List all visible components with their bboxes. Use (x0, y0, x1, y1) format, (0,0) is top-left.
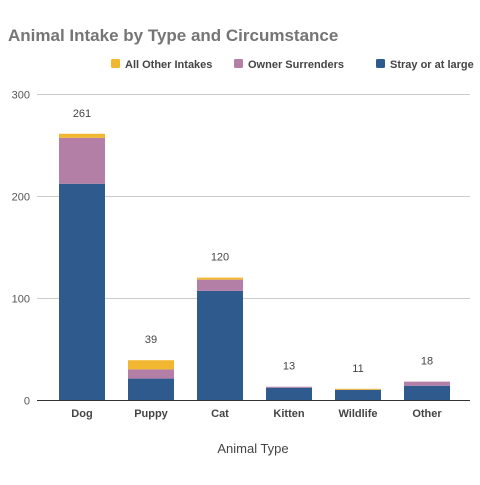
bar-segment-kitten-owner-surrenders (266, 386, 312, 388)
legend-label-all-other-intakes: All Other Intakes (125, 59, 212, 71)
bar-segment-cat-stray-or-at-large (197, 290, 243, 400)
bar-segment-puppy-stray-or-at-large (128, 378, 174, 400)
bar-segment-wildlife-all-other-intakes (335, 388, 381, 390)
bar-segment-kitten-stray-or-at-large (266, 387, 312, 400)
legend-swatch-stray-or-at-large (376, 59, 385, 68)
bars (59, 133, 450, 400)
legend: All Other Intakes Owner Surrenders Stray o… (111, 59, 474, 71)
chart-title: Animal Intake by Type and Circumstance (8, 26, 338, 45)
x-axis-ticks: Dog Puppy Cat Kitten Wildlife Other (71, 408, 442, 420)
legend-label-owner-surrenders: Owner Surrenders (248, 59, 344, 71)
bar-segment-other-owner-surrenders (404, 381, 450, 386)
bar-segment-puppy-all-other-intakes (128, 360, 174, 370)
legend-label-stray-or-at-large: Stray or at large (390, 59, 474, 71)
total-labels: 261 39 120 13 11 18 (73, 108, 433, 375)
x-tick-label-other: Other (412, 408, 442, 420)
bar-segment-dog-stray-or-at-large (59, 183, 105, 400)
y-tick-label-200: 200 (12, 192, 30, 204)
total-label-kitten: 13 (283, 361, 295, 373)
total-label-cat: 120 (211, 252, 229, 264)
x-tick-label-kitten: Kitten (273, 408, 304, 420)
total-label-wildlife: 11 (352, 363, 363, 375)
bar-segment-other-stray-or-at-large (404, 385, 450, 400)
x-tick-label-cat: Cat (211, 408, 229, 420)
total-label-dog: 261 (73, 108, 91, 120)
y-tick-label-100: 100 (12, 294, 30, 306)
legend-swatch-all-other-intakes (111, 59, 120, 68)
legend-swatch-owner-surrenders (234, 59, 243, 68)
y-axis-ticks: 0 100 200 300 (12, 90, 30, 408)
bar-segment-cat-owner-surrenders (197, 279, 243, 291)
x-tick-label-dog: Dog (71, 408, 92, 420)
bar-segment-dog-owner-surrenders (59, 137, 105, 184)
bar-segment-puppy-owner-surrenders (128, 369, 174, 379)
bar-segment-cat-all-other-intakes (197, 277, 243, 280)
bar-segment-wildlife-stray-or-at-large (335, 389, 381, 400)
total-label-other: 18 (421, 356, 433, 368)
bar-segment-dog-all-other-intakes (59, 133, 105, 138)
x-tick-label-puppy: Puppy (134, 408, 168, 420)
y-tick-label-300: 300 (12, 90, 30, 102)
gridlines (37, 94, 470, 299)
y-tick-label-0: 0 (24, 396, 30, 408)
total-label-puppy: 39 (145, 334, 157, 346)
x-tick-label-wildlife: Wildlife (338, 408, 377, 420)
x-axis-title: Animal Type (217, 441, 288, 456)
